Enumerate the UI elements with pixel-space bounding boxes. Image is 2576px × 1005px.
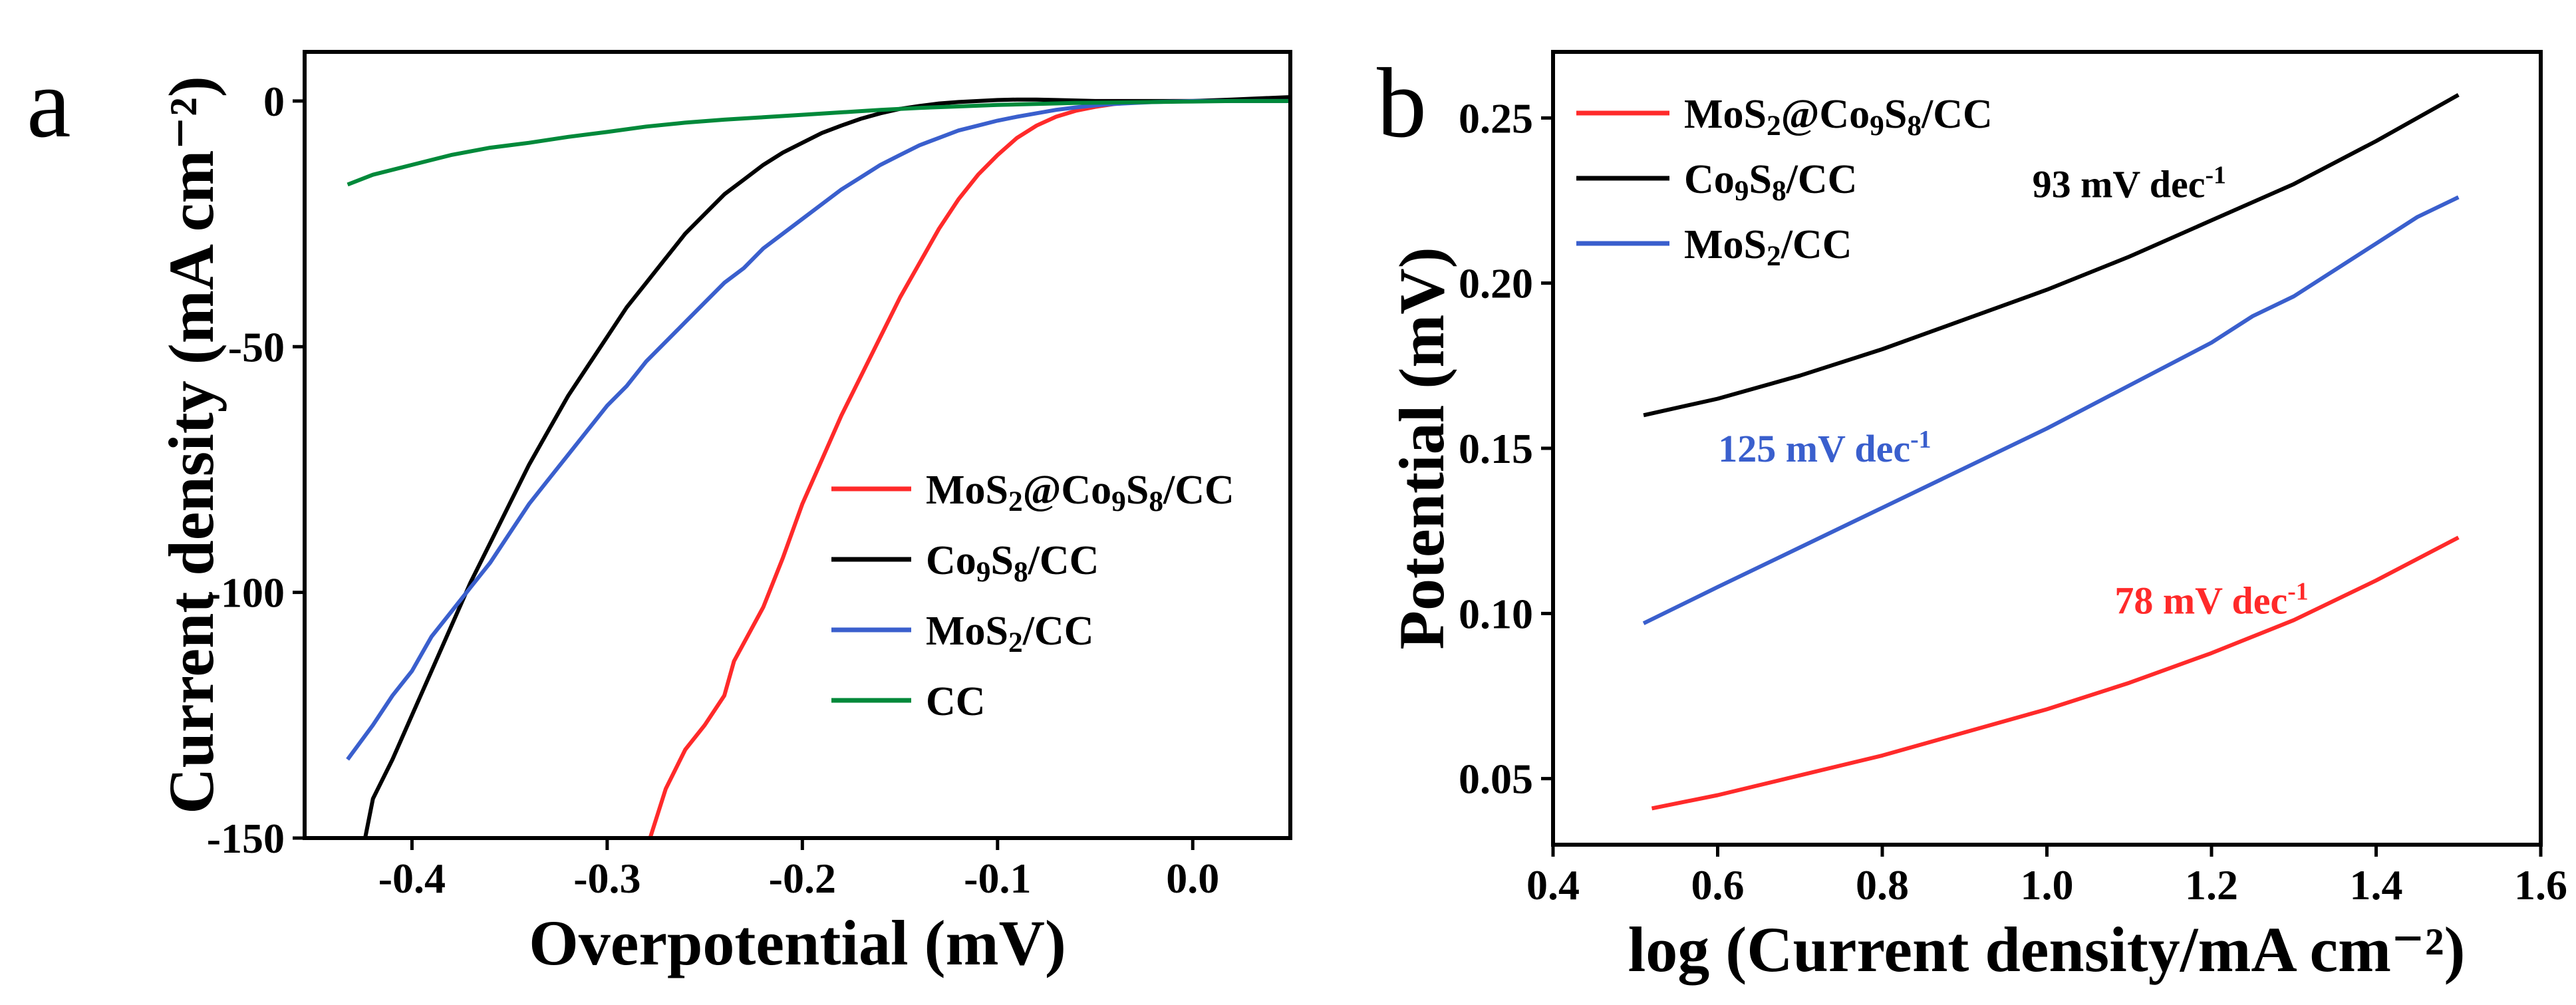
panel-a-legend-label-0: MoS2@Co9S8/CC [926,468,1234,517]
panel-b-legend-label-1: Co9S8/CC [1684,157,1857,207]
panel-b-annotation-0: 93 mV dec-1 [2033,162,2226,206]
panel-b-annotations: 93 mV dec-1 125 mV dec-1 78 mV dec-1 [1718,162,2308,623]
panel-b-legend-label-0: MoS2@Co9S8/CC [1684,92,1993,142]
panel-b-x-tick-label: 1.0 [2021,861,2074,909]
panel-a-legend-label-1: Co9S8/CC [926,538,1099,588]
panel-a-frame [303,50,1292,840]
panel-b-axes: 0.4 0.6 0.8 1.0 1.2 1.4 1.6 0.05 0.10 0.15 0.20 0.2… [1459,94,2567,909]
panel-b-series-2-line [1642,195,2460,625]
panel-b-series-1-line [1643,92,2460,418]
panel-b-x-tick-label: 1.2 [2185,861,2238,909]
panel-a-y-tick-label: -100 [207,569,285,617]
panel-b-plot [1642,92,2460,811]
panel-b-annotation-1: 125 mV dec-1 [1718,426,1931,470]
panel-b-xlabel: log (Current density/mA cm⁻²) [1628,914,2466,985]
panel-a-x-tick-label: -0.4 [378,855,446,902]
panel-b-ylabel: Potential (mV) [1386,247,1457,649]
panel-a-x-tick-label: -0.1 [964,855,1031,902]
panel-b-y-tick-label: 0.10 [1459,590,1533,637]
panel-a-axes: -0.4 -0.3 -0.2 -0.1 0.0 0 -50 -100 -150 [207,78,1220,902]
panel-b-x-tick-label: 1.6 [2514,861,2567,909]
panel-a-ylabel: Current density (mA cm⁻²) [156,76,227,814]
panel-a-x-tick-label: 0.0 [1166,855,1219,902]
panel-b-y-tick-label: 0.20 [1459,260,1533,307]
panel-b-annotation-2: 78 mV dec-1 [2114,577,2308,622]
panel-a-legend-label-2: MoS2/CC [926,609,1093,658]
panel-b-legend-label-2: MoS2/CC [1684,222,1852,272]
panel-a-y-tick-label: -50 [228,323,285,370]
panel-b: b 0.4 0.6 0.8 1.0 1.2 1.4 1.60.050.100.150.200… [1377,48,2567,985]
panel-a-y-tick-label: -150 [207,815,285,862]
panel-b-x-tick-label: 1.4 [2350,861,2403,909]
panel-a-y-tick-label: 0 [263,78,285,125]
panel-b-series-0-line [1651,535,2460,811]
panel-b-legend: MoS2@Co9S8/CC Co9S8/CC MoS2/CC [1576,92,1993,272]
panel-a-x-tick-label: -0.2 [769,855,836,902]
panel-a-plot [346,95,1291,839]
panel-a-xlabel: Overpotential (mV) [529,907,1066,978]
panel-b-x-tick-label: 0.8 [1856,861,1909,909]
panel-a-series-3-line [347,98,1290,187]
panel-a-x-tick-label: -0.3 [573,855,641,902]
panel-a-label: a [27,48,71,158]
panel-b-y-tick-label: 0.25 [1459,94,1533,142]
panel-b-y-tick-label: 0.05 [1459,756,1533,803]
panel-a-legend: MoS2@Co9S8/CC Co9S8/CC MoS2/CC CC [831,468,1234,724]
panel-b-label: b [1377,48,1427,158]
panel-a: a -0.4 -0.3 -0.2 -0.1 0.0 0 -50 -100 -150 Overpo… [27,48,1292,978]
panel-b-x-tick-label: 0.4 [1526,861,1580,909]
panel-b-y-tick-label: 0.15 [1459,425,1533,472]
panel-a-series-2-line [346,98,1290,761]
panel-a-series-1-line [363,95,1291,839]
panel-a-legend-label-3: CC [926,679,986,724]
panel-b-x-tick-label: 0.6 [1691,861,1745,909]
